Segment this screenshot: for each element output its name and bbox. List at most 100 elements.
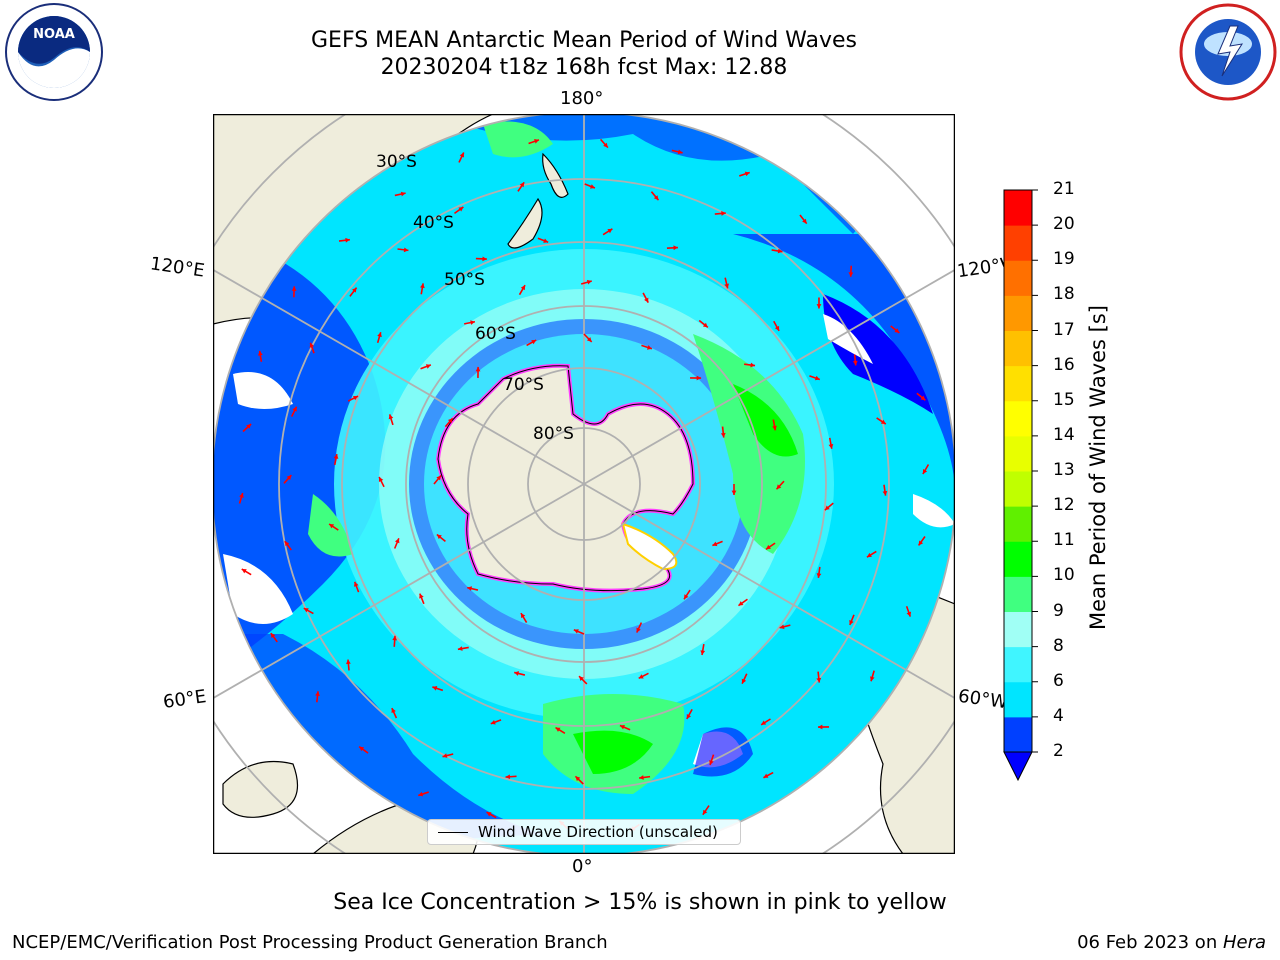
- wind-arrow-head: [467, 586, 473, 591]
- wind-arrow-head: [817, 724, 823, 730]
- wind-arrow-head: [684, 594, 689, 600]
- wind-arrow-head: [315, 691, 320, 696]
- wind-arrow-head: [696, 375, 702, 381]
- wind-arrow-head: [619, 724, 625, 730]
- wind-arrow-head: [359, 746, 365, 752]
- wind-arrow-head: [866, 552, 872, 558]
- legend-label: Wind Wave Direction (unscaled): [478, 823, 718, 841]
- colorbar-tick-label: 8: [1053, 635, 1064, 656]
- wind-arrow-head: [432, 686, 438, 691]
- wind-arrow-head: [482, 256, 487, 262]
- colorbar-tick-label: 20: [1053, 214, 1075, 235]
- colorbar-bin: [1004, 435, 1032, 472]
- wind-arrow-head: [673, 245, 678, 251]
- wind-arrow-head: [586, 337, 592, 342]
- lon-label-60e: 60°E: [161, 686, 208, 713]
- wind-arrow-head: [765, 544, 771, 550]
- wind-arrow-head: [686, 714, 692, 720]
- lat-label-40s: 40°S: [413, 213, 454, 233]
- wind-arrow-head: [816, 304, 822, 309]
- wind-arrow-head: [603, 142, 608, 148]
- lat-label-30s: 30°S: [376, 152, 417, 172]
- wind-arrow-head: [724, 283, 730, 289]
- wind-arrow-head: [677, 149, 683, 155]
- wind-arrow-head: [774, 325, 780, 331]
- wind-arrow-head: [519, 182, 525, 188]
- wind-arrow-head: [400, 191, 406, 197]
- wind-arrow-head: [849, 620, 854, 625]
- wind-arrow-head: [869, 676, 875, 682]
- wind-arrow-head: [286, 475, 292, 480]
- wind-arrow-head: [763, 773, 769, 778]
- wind-arrow-head: [346, 659, 351, 665]
- wind-arrow-head: [403, 247, 409, 253]
- colorbar-bin: [1004, 400, 1032, 437]
- wind-arrow-head: [814, 375, 820, 381]
- wind-arrow-head: [378, 476, 384, 482]
- wind-arrow-head: [470, 320, 475, 325]
- wind-arrow-head: [555, 727, 561, 732]
- wind-arrow-head: [377, 332, 382, 338]
- wind-arrow-head: [777, 248, 783, 254]
- chart-subtitle: 20230204 t18z 168h fcst Max: 12.88: [380, 55, 788, 80]
- colorbar-bin: [1004, 506, 1032, 542]
- colorbar-bin: [1004, 260, 1032, 296]
- antarctica-land: [435, 363, 696, 593]
- wind-arrow-head: [828, 443, 834, 449]
- wind-arrows-layer: [238, 138, 930, 832]
- colorbar-bin: [1004, 365, 1032, 402]
- madagascar-land: [222, 760, 299, 818]
- wind-arrow-head: [284, 541, 290, 547]
- wind-arrow-head: [459, 152, 465, 158]
- wind-arrow-head: [880, 419, 886, 425]
- wind-arrow-head: [772, 425, 777, 431]
- wind-arrow-head: [721, 211, 726, 216]
- wind-arrow-head: [579, 676, 584, 682]
- map-frame: [213, 114, 955, 854]
- wind-arrow-head: [436, 475, 441, 481]
- wind-arrow-head: [447, 418, 453, 424]
- map-panel: [213, 114, 955, 854]
- wind-arrow-head: [388, 414, 394, 420]
- colorbar-tick-label: 18: [1053, 284, 1075, 305]
- wind-arrow-head: [333, 454, 339, 459]
- colorbar-tick-label: 15: [1053, 389, 1075, 410]
- wind-arrow-head: [270, 633, 276, 638]
- map-legend: Wind Wave Direction (unscaled): [427, 819, 741, 845]
- lon-label-180: 180°: [560, 88, 604, 109]
- wind-arrow-head: [394, 538, 400, 544]
- colorbar-tick-label: 17: [1053, 319, 1075, 340]
- wind-arrow-head: [636, 627, 641, 633]
- colorbar-tick-label: 2: [1053, 741, 1064, 761]
- colorbar-tick-label: 10: [1053, 565, 1075, 586]
- wind-arrow-head: [534, 139, 539, 144]
- wind-arrow-head: [709, 760, 714, 766]
- colorbar-bin: [1004, 576, 1032, 612]
- lon-label-120e: 120°E: [148, 253, 206, 282]
- wind-arrow-head: [761, 720, 767, 725]
- wind-arrow-head: [309, 342, 315, 348]
- wind-arrow-head: [505, 774, 511, 780]
- colorbar-tick-label: 14: [1053, 424, 1075, 445]
- wind-arrow-head: [353, 395, 359, 401]
- colorbar-tick-label: 4: [1053, 705, 1064, 726]
- colorbar-tick-label: 13: [1053, 460, 1075, 480]
- wind-arrow-head: [720, 432, 726, 438]
- wind-arrow-head: [848, 272, 854, 277]
- wind-arrow-head: [779, 624, 785, 630]
- wind-arrow-head: [458, 206, 464, 212]
- wind-arrow-head: [425, 364, 431, 369]
- colorbar-under-arrow: [1003, 751, 1033, 782]
- lon-label-0: 0°: [572, 856, 593, 877]
- wind-arrow-head: [702, 809, 708, 815]
- nws-logo: [1179, 3, 1277, 101]
- wind-arrow-head: [391, 708, 396, 714]
- wind-arrow-head: [712, 541, 718, 547]
- lat-label-60s: 60°S: [475, 324, 516, 344]
- colorbar-bin: [1004, 225, 1032, 261]
- legend-line-swatch: [438, 831, 468, 833]
- colorbar-bin: [1004, 611, 1032, 648]
- wind-arrow-head: [802, 218, 807, 224]
- colorbar-tick-label: 16: [1053, 354, 1075, 375]
- wind-arrow-head: [531, 340, 537, 345]
